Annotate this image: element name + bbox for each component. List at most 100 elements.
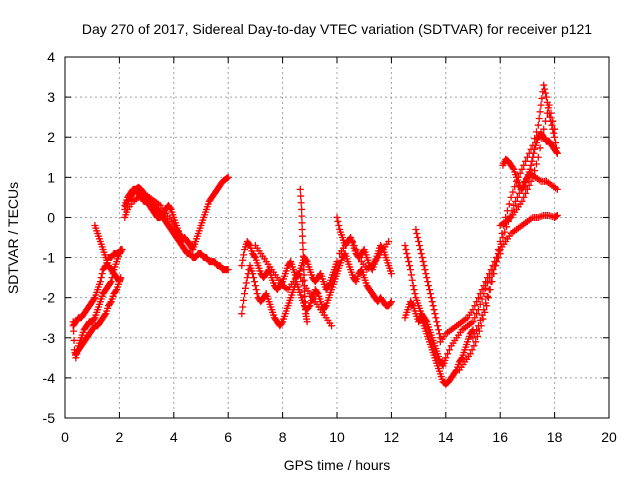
plus-marker (478, 295, 486, 303)
plus-marker (299, 246, 307, 254)
plus-marker (513, 193, 521, 201)
plus-marker (415, 238, 423, 246)
plus-marker (404, 254, 412, 262)
plus-marker (550, 129, 558, 137)
plus-marker (520, 193, 528, 201)
plus-marker (106, 299, 114, 307)
series-arc-7 (121, 189, 197, 250)
y-tick-label: -3 (43, 330, 56, 346)
x-tick-label: 4 (170, 429, 178, 445)
y-tick-label: 1 (47, 169, 55, 185)
plus-marker (241, 284, 249, 292)
plus-marker (480, 282, 488, 290)
x-axis-label: GPS time / hours (284, 457, 391, 473)
plus-marker (482, 299, 490, 307)
plus-marker (512, 197, 520, 205)
plus-marker (115, 278, 123, 286)
plus-marker (478, 311, 486, 319)
plus-marker (538, 94, 546, 102)
plus-marker (535, 115, 543, 123)
plus-marker (347, 234, 355, 241)
plus-marker (509, 164, 517, 172)
plus-marker (297, 192, 305, 200)
x-tick-label: 16 (492, 429, 508, 445)
plus-marker (510, 201, 518, 209)
plus-marker (522, 189, 530, 197)
plus-marker (484, 294, 492, 302)
plus-marker (531, 167, 539, 175)
plus-marker (334, 217, 342, 225)
x-tick-label: 6 (224, 429, 232, 445)
plus-marker (112, 287, 120, 295)
plus-marker (420, 262, 428, 270)
plus-marker (408, 276, 416, 284)
plus-marker (553, 185, 561, 193)
plus-marker (495, 247, 503, 255)
plus-marker (499, 234, 507, 241)
plus-marker (101, 311, 109, 319)
series-arc-20 (499, 129, 561, 193)
plus-marker (471, 314, 479, 322)
plus-marker (476, 300, 484, 308)
plus-marker (540, 81, 548, 89)
plus-marker (422, 316, 430, 324)
plus-marker (421, 266, 429, 274)
plus-marker (97, 274, 105, 282)
plus-marker (484, 292, 492, 300)
plus-marker (494, 246, 502, 254)
y-tick-label: 2 (47, 129, 55, 145)
plus-marker (431, 310, 439, 318)
plus-marker (487, 266, 495, 274)
series-arc-10 (251, 242, 336, 330)
plus-marker (240, 251, 248, 259)
plus-marker (432, 314, 440, 322)
series-arc-16 (412, 225, 444, 342)
plus-marker (250, 274, 258, 282)
plus-marker (523, 185, 531, 193)
x-tick-label: 0 (61, 429, 69, 445)
plus-marker (321, 303, 329, 311)
series-arc-1 (69, 246, 125, 362)
plus-marker (425, 282, 433, 290)
x-tick-labels: 0 2 4 6 8 10 12 14 16 18 20 (61, 429, 617, 445)
plus-marker (403, 250, 411, 258)
plus-marker (417, 250, 425, 258)
plus-marker (435, 330, 443, 338)
plus-marker (385, 238, 393, 246)
plus-marker (430, 306, 438, 314)
plus-marker (354, 250, 362, 258)
plus-marker (476, 290, 484, 298)
plus-marker (478, 286, 486, 294)
plus-marker (470, 342, 478, 350)
plus-marker (297, 199, 305, 207)
plus-marker (525, 181, 533, 189)
plus-marker (416, 246, 424, 254)
plus-marker (238, 262, 246, 270)
y-tick-label: -5 (43, 410, 56, 426)
plus-marker (472, 338, 480, 346)
plus-marker (552, 148, 560, 156)
chart-title: Day 270 of 2017, Sidereal Day-to-day VTE… (82, 21, 592, 37)
plus-marker (250, 278, 258, 286)
plus-marker (522, 157, 530, 165)
plus-marker (298, 205, 306, 213)
plus-marker (542, 117, 550, 125)
plus-marker (242, 279, 250, 287)
plus-marker (419, 258, 427, 266)
grid-lines (65, 57, 609, 418)
plus-marker (239, 303, 247, 311)
plus-marker (551, 133, 559, 141)
plus-marker (425, 286, 433, 294)
plus-marker (298, 219, 306, 227)
plus-marker (406, 266, 414, 274)
plus-marker (435, 326, 443, 334)
plus-marker (527, 177, 535, 185)
plus-marker (534, 121, 542, 129)
y-tick-labels: -5 -4 -3 -2 -1 0 1 2 3 4 (43, 49, 56, 426)
plus-marker (480, 306, 488, 314)
plus-marker (433, 318, 441, 326)
plus-marker (303, 318, 311, 326)
plus-marker (529, 173, 537, 181)
plus-marker (427, 294, 435, 302)
plus-marker (520, 161, 528, 169)
